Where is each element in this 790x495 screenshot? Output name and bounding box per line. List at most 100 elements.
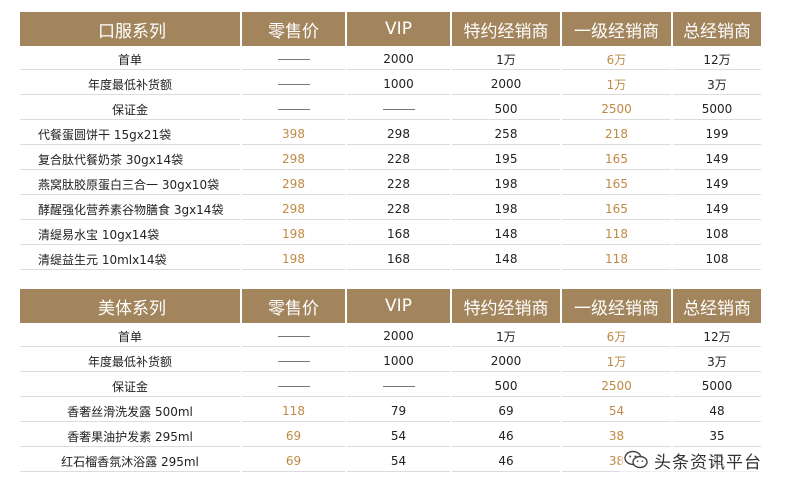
product-name-cell: 酵醒强化营养素谷物膳食 3gx14袋 (20, 198, 242, 223)
retail-price-cell (242, 350, 347, 375)
table-row: 年度最低补货额 1000 2000 1万 3万 (20, 73, 761, 98)
special-dealer-price-cell: 198 (452, 198, 562, 223)
special-dealer-price-cell: 148 (452, 248, 562, 273)
special-dealer-price-cell: 2000 (452, 350, 562, 375)
dash-placeholder (277, 336, 310, 337)
table-header-row: 美体系列 零售价 VIP 特约经销商 一级经销商 总经销商 (20, 289, 761, 325)
retail-price-cell (242, 48, 347, 73)
level1-dealer-price-cell: 2500 (562, 375, 673, 400)
level1-dealer-price-cell: 218 (562, 123, 673, 148)
table-row: 首单 2000 1万 6万 12万 (20, 325, 761, 350)
product-name-cell: 香奢丝滑洗发露 500ml (20, 400, 242, 425)
table-header-row: 口服系列 零售价 VIP 特约经销商 一级经销商 总经销商 (20, 12, 761, 48)
special-dealer-price-cell: 258 (452, 123, 562, 148)
vip-price-cell: 168 (347, 248, 452, 273)
product-name-cell: 清缇易水宝 10gx14袋 (20, 223, 242, 248)
col-header-general-dealer: 总经销商 (673, 289, 761, 325)
level1-dealer-price-cell: 1万 (562, 350, 673, 375)
special-dealer-price-cell: 46 (452, 450, 562, 475)
retail-price-cell: 298 (242, 198, 347, 223)
level1-dealer-price-cell: 118 (562, 223, 673, 248)
dash-placeholder (277, 84, 310, 85)
retail-price-cell: 198 (242, 223, 347, 248)
vip-price-cell: 228 (347, 148, 452, 173)
special-dealer-price-cell: 46 (452, 425, 562, 450)
col-header-vip: VIP (347, 289, 452, 325)
col-header-retail: 零售价 (242, 12, 347, 48)
retail-price-cell: 198 (242, 248, 347, 273)
vip-price-cell: 1000 (347, 73, 452, 98)
product-name-cell: 首单 (20, 48, 242, 73)
dash-placeholder (277, 386, 310, 387)
level1-dealer-price-cell: 165 (562, 173, 673, 198)
retail-price-cell: 398 (242, 123, 347, 148)
vip-price-cell (347, 98, 452, 123)
table-row: 年度最低补货额 1000 2000 1万 3万 (20, 350, 761, 375)
watermark-text: 头条资讯平台 (654, 452, 762, 473)
vip-price-cell: 2000 (347, 48, 452, 73)
vip-price-cell: 228 (347, 198, 452, 223)
vip-price-cell: 2000 (347, 325, 452, 350)
product-name-cell: 年度最低补货额 (20, 350, 242, 375)
level1-dealer-price-cell: 165 (562, 148, 673, 173)
dash-placeholder (382, 109, 415, 110)
special-dealer-price-cell: 198 (452, 173, 562, 198)
special-dealer-price-cell: 148 (452, 223, 562, 248)
special-dealer-price-cell: 500 (452, 98, 562, 123)
special-dealer-price-cell: 69 (452, 400, 562, 425)
general-dealer-price-cell: 108 (673, 223, 761, 248)
level1-dealer-price-cell: 6万 (562, 48, 673, 73)
series-title: 口服系列 (20, 12, 242, 48)
col-header-vip: VIP (347, 12, 452, 48)
general-dealer-price-cell: 12万 (673, 48, 761, 73)
vip-price-cell: 1000 (347, 350, 452, 375)
table-row: 清缇益生元 10mlx14袋 198 168 148 118 108 (20, 248, 761, 273)
table-row: 代餐蛋圆饼干 15gx21袋 398 298 258 218 199 (20, 123, 761, 148)
table-row: 复合肽代餐奶茶 30gx14袋 298 228 195 165 149 (20, 148, 761, 173)
product-name-cell: 代餐蛋圆饼干 15gx21袋 (20, 123, 242, 148)
product-name-cell: 燕窝肽胶原蛋白三合一 30gx10袋 (20, 173, 242, 198)
level1-dealer-price-cell: 118 (562, 248, 673, 273)
col-header-level1-dealer: 一级经销商 (562, 12, 673, 48)
product-name-cell: 年度最低补货额 (20, 73, 242, 98)
body-series-price-table: 美体系列 零售价 VIP 特约经销商 一级经销商 总经销商 首单 2000 1万 6万… (20, 289, 761, 475)
vip-price-cell: 54 (347, 425, 452, 450)
general-dealer-price-cell: 5000 (673, 375, 761, 400)
general-dealer-price-cell: 5000 (673, 98, 761, 123)
general-dealer-price-cell: 3万 (673, 73, 761, 98)
level1-dealer-price-cell: 2500 (562, 98, 673, 123)
general-dealer-price-cell: 149 (673, 148, 761, 173)
retail-price-cell: 298 (242, 148, 347, 173)
vip-price-cell: 79 (347, 400, 452, 425)
product-name-cell: 红石榴香氛沐浴露 295ml (20, 450, 242, 475)
product-name-cell: 保证金 (20, 375, 242, 400)
retail-price-cell (242, 98, 347, 123)
series-title: 美体系列 (20, 289, 242, 325)
product-name-cell: 复合肽代餐奶茶 30gx14袋 (20, 148, 242, 173)
general-dealer-price-cell: 3万 (673, 350, 761, 375)
special-dealer-price-cell: 195 (452, 148, 562, 173)
vip-price-cell (347, 375, 452, 400)
dash-placeholder (277, 59, 310, 60)
col-header-special-dealer: 特约经销商 (452, 289, 562, 325)
table-row: 清缇易水宝 10gx14袋 198 168 148 118 108 (20, 223, 761, 248)
table-row: 酵醒强化营养素谷物膳食 3gx14袋 298 228 198 165 149 (20, 198, 761, 223)
vip-price-cell: 168 (347, 223, 452, 248)
watermark: 头条资讯平台 (620, 447, 766, 473)
general-dealer-price-cell: 149 (673, 198, 761, 223)
oral-series-price-table: 口服系列 零售价 VIP 特约经销商 一级经销商 总经销商 首单 2000 1万 6万… (20, 12, 761, 273)
col-header-special-dealer: 特约经销商 (452, 12, 562, 48)
wechat-icon (624, 450, 648, 469)
special-dealer-price-cell: 1万 (452, 48, 562, 73)
vip-price-cell: 298 (347, 123, 452, 148)
general-dealer-price-cell: 35 (673, 425, 761, 450)
level1-dealer-price-cell: 54 (562, 400, 673, 425)
table-row: 燕窝肽胶原蛋白三合一 30gx10袋 298 228 198 165 149 (20, 173, 761, 198)
table-row: 首单 2000 1万 6万 12万 (20, 48, 761, 73)
vip-price-cell: 228 (347, 173, 452, 198)
retail-price-cell: 69 (242, 425, 347, 450)
retail-price-cell: 118 (242, 400, 347, 425)
retail-price-cell: 298 (242, 173, 347, 198)
general-dealer-price-cell: 199 (673, 123, 761, 148)
product-name-cell: 香奢果油护发素 295ml (20, 425, 242, 450)
